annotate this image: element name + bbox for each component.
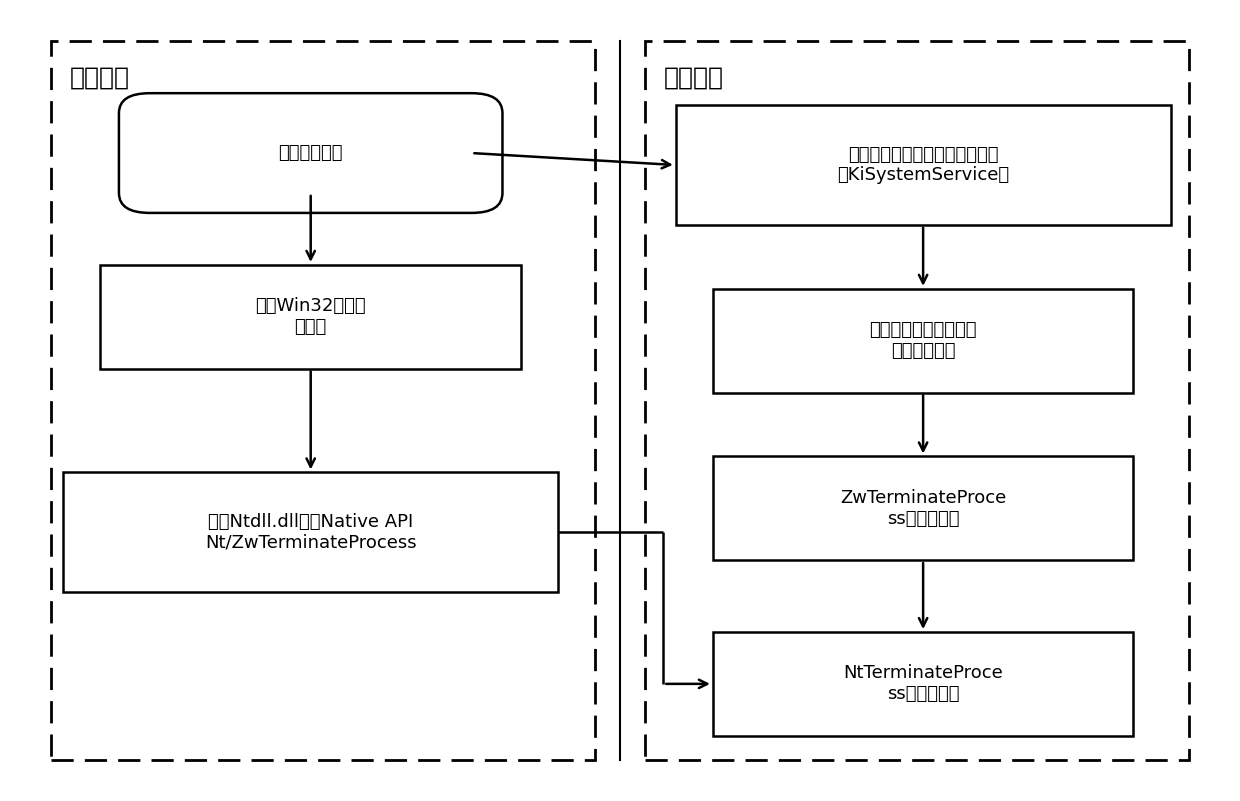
Text: 调用Win32子系统
的接口: 调用Win32子系统 的接口 (255, 297, 366, 336)
FancyBboxPatch shape (119, 93, 502, 213)
Text: 应用进程退出: 应用进程退出 (279, 144, 343, 162)
Text: NtTerminateProce
ss的服务例程: NtTerminateProce ss的服务例程 (843, 665, 1003, 703)
Text: ZwTerminateProce
ss的服务例程: ZwTerminateProce ss的服务例程 (839, 489, 1006, 528)
Bar (63, 473, 558, 592)
FancyBboxPatch shape (645, 42, 1189, 759)
Bar (713, 288, 1133, 392)
Bar (100, 265, 521, 368)
FancyBboxPatch shape (51, 42, 595, 759)
Text: 内核模式: 内核模式 (663, 65, 723, 89)
Bar (713, 457, 1133, 560)
Text: 用户模式: 用户模式 (69, 65, 129, 89)
Bar (713, 632, 1133, 736)
Text: 从寄存器中获得系统调
用号及其参数: 从寄存器中获得系统调 用号及其参数 (869, 321, 977, 360)
Bar (676, 105, 1171, 225)
Text: 调用Ntdll.dll中的Native API
Nt/ZwTerminateProcess: 调用Ntdll.dll中的Native API Nt/ZwTerminatePr… (205, 513, 417, 552)
Text: 系统服务调度程序接到这一请求
（KiSystemService）: 系统服务调度程序接到这一请求 （KiSystemService） (837, 146, 1009, 184)
